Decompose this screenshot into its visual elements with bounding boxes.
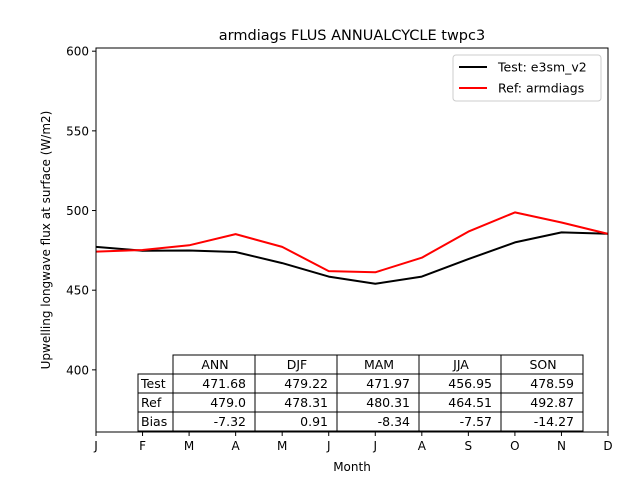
table-cell-value: 479.0 — [210, 395, 246, 410]
table-cell-value: 478.59 — [530, 376, 574, 391]
x-tick-label: J — [372, 439, 377, 453]
y-axis-label: Upwelling longwave flux at surface (W/m2… — [39, 111, 53, 370]
table-row-label: Bias — [141, 414, 167, 429]
x-tick-label: O — [510, 439, 519, 453]
table-cell-value: 456.95 — [448, 376, 492, 391]
x-tick-label: A — [418, 439, 427, 453]
table-row-label: Ref — [141, 395, 162, 410]
table-cell — [500, 411, 584, 432]
table-cell-value: 464.51 — [448, 395, 492, 410]
table-cell-value: 479.22 — [284, 376, 328, 391]
legend: Test: e3sm_v2 Ref: armdiags — [452, 54, 602, 102]
x-tick-label: D — [603, 439, 612, 453]
x-tick-label: J — [326, 439, 331, 453]
y-tick-label: 400 — [66, 363, 89, 377]
stats-table: ANN DJF MAM JJA SON Test 471.68 479.22 471.97 456… — [137, 354, 584, 432]
table-cell-value: -7.32 — [214, 414, 246, 429]
legend-label: Test: e3sm_v2 — [497, 60, 587, 75]
y-tick-label: 450 — [66, 284, 89, 298]
x-tick-label: M — [277, 439, 287, 453]
table-cell-value: 478.31 — [284, 395, 328, 410]
x-tick-label: A — [232, 439, 241, 453]
table-cell-value: 492.87 — [530, 395, 574, 410]
x-axis-label: Month — [333, 460, 371, 474]
table-header-label: MAM — [364, 357, 394, 372]
series-lines — [95, 211, 609, 285]
table-row-label: Test — [140, 376, 166, 391]
y-tick-label: 500 — [66, 204, 89, 218]
x-tick-label: J — [93, 439, 98, 453]
plot-frame — [95, 47, 609, 433]
chart-title: armdiags FLUS ANNUALCYCLE twpc3 — [219, 28, 485, 44]
table-header-label: JJA — [452, 357, 469, 372]
x-tick-label: N — [557, 439, 566, 453]
table-cell-value: 471.97 — [366, 376, 410, 391]
legend-box — [452, 54, 602, 102]
table-cell-value: 471.68 — [202, 376, 246, 391]
table-cell-value: 480.31 — [366, 395, 410, 410]
table-cell-value: -14.27 — [534, 414, 574, 429]
y-tick-label: 600 — [66, 45, 89, 59]
table-header-label: DJF — [287, 357, 308, 372]
y-tick-label: 550 — [66, 124, 89, 138]
table-cell-value: 0.91 — [300, 414, 328, 429]
x-tick-label: S — [465, 439, 473, 453]
x-tick-label: M — [184, 439, 194, 453]
legend-label: Ref: armdiags — [498, 81, 584, 96]
series-line-2 — [95, 211, 609, 274]
table-header-label: SON — [529, 357, 556, 372]
table-header-label: ANN — [201, 357, 228, 372]
x-tick-label: F — [139, 439, 146, 453]
series-line-1 — [95, 231, 609, 285]
table-cell-value: -7.57 — [460, 414, 492, 429]
table-cell-value: -8.34 — [378, 414, 410, 429]
